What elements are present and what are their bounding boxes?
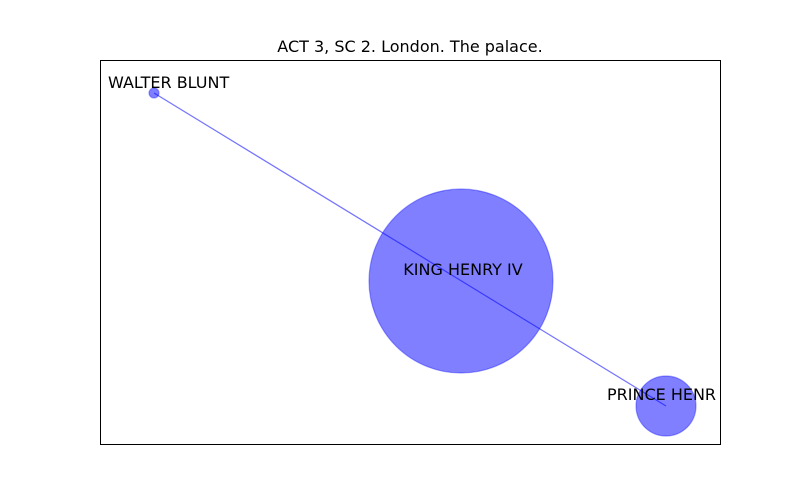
chart-title: ACT 3, SC 2. London. The palace.	[277, 37, 542, 56]
edge-walter-blunt-prince-henry	[153, 92, 667, 407]
nodes-layer	[148, 87, 697, 437]
node-label-prince-henry: PRINCE HENR	[607, 385, 716, 404]
plot-frame	[100, 60, 721, 445]
node-label-walter-blunt: WALTER BLUNT	[108, 73, 229, 92]
node-label-king-henry-iv: KING HENRY IV	[403, 260, 522, 279]
labels-layer: WALTER BLUNT KING HENRY IV PRINCE HENR	[108, 73, 716, 404]
